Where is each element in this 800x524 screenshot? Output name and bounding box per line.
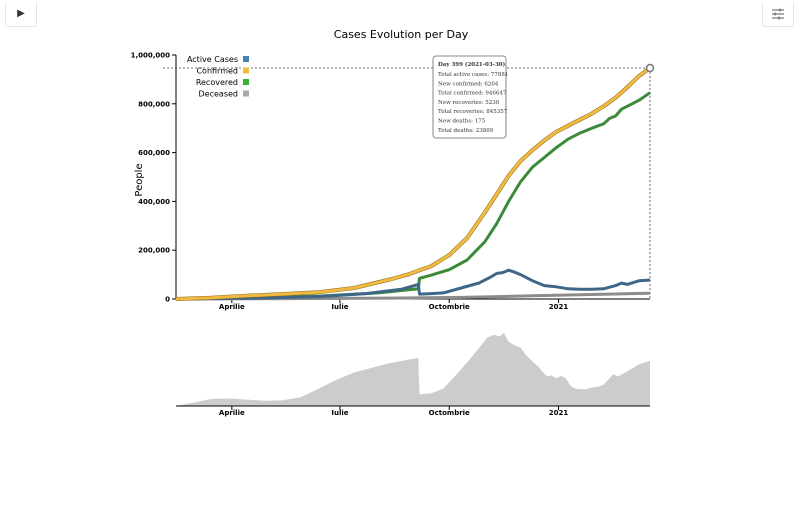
overview-x-axis: Aprilie Iulie Octombrie 2021: [176, 405, 650, 417]
y-tick-label: 400,000: [138, 198, 170, 206]
series-line-confirmed: [175, 66, 651, 301]
play-button[interactable]: ▶: [5, 2, 37, 27]
legend-label: Active Cases: [187, 55, 238, 64]
tooltip: Day 399 (2021-03-30) Total active cases: …: [432, 55, 508, 139]
series-line-active-cases: [175, 268, 651, 301]
tooltip-line: Total recoveries: 845357: [438, 109, 508, 115]
tooltip-line: New deaths: 175: [438, 119, 486, 125]
x-tick-label: Aprilie: [219, 303, 245, 311]
legend: Active Cases Confirmed Recovered Deceased: [187, 55, 249, 99]
y-axis-label: People: [134, 163, 145, 196]
tooltip-line: Total confirmed: 946647: [438, 91, 507, 97]
play-icon: ▶: [17, 8, 25, 19]
series-line-recovered: [175, 91, 651, 301]
overview-x-tick-label: Aprilie: [219, 409, 245, 417]
tooltip-line: Total deaths: 23809: [438, 128, 494, 134]
tooltip-header: Day 399 (2021-03-30): [438, 61, 506, 68]
tooltip-box: [432, 55, 507, 139]
y-tick-label: 800,000: [138, 100, 170, 108]
overview-chart[interactable]: [176, 333, 650, 406]
legend-swatch: [243, 67, 249, 74]
series-line-confirmed-outline: [175, 66, 652, 301]
legend-label: Recovered: [196, 78, 238, 87]
y-tick-label: 1,000,000: [131, 52, 171, 60]
y-tick-label: 600,000: [138, 149, 170, 157]
focus-guides: [163, 67, 651, 299]
tooltip-line: New confirmed: 6204: [438, 81, 499, 87]
overview-x-tick-label: Iulie: [331, 409, 348, 417]
focus-marker: [645, 63, 655, 73]
x-tick-label: Octombrie: [429, 303, 470, 311]
chart-title: Cases Evolution per Day: [334, 28, 469, 41]
overview-x-tick-label: 2021: [549, 409, 569, 417]
tooltip-line: New recoveries: 5230: [438, 100, 500, 106]
series-layer: [175, 66, 652, 301]
y-axis: 0 200,000 400,000 600,000 800,000 1,000,000: [131, 52, 177, 304]
focus-layer: [645, 63, 655, 73]
y-tick-label: 200,000: [138, 247, 170, 255]
sliders-icon: [772, 8, 784, 20]
x-tick-label: 2021: [549, 303, 569, 311]
tooltip-line: Total active cases: 77881: [438, 72, 508, 78]
x-axis: Aprilie Iulie Octombrie 2021: [176, 298, 650, 311]
y-tick-label: 0: [165, 296, 170, 304]
legend-swatch: [243, 56, 249, 62]
settings-button[interactable]: [762, 2, 794, 27]
overview-area: [176, 333, 650, 406]
x-tick-label: Iulie: [331, 303, 348, 311]
legend-label: Confirmed: [196, 67, 238, 76]
legend-label: Deceased: [199, 90, 238, 99]
legend-swatch: [243, 79, 249, 85]
overview-x-tick-label: Octombrie: [429, 409, 470, 417]
legend-swatch: [243, 90, 249, 97]
